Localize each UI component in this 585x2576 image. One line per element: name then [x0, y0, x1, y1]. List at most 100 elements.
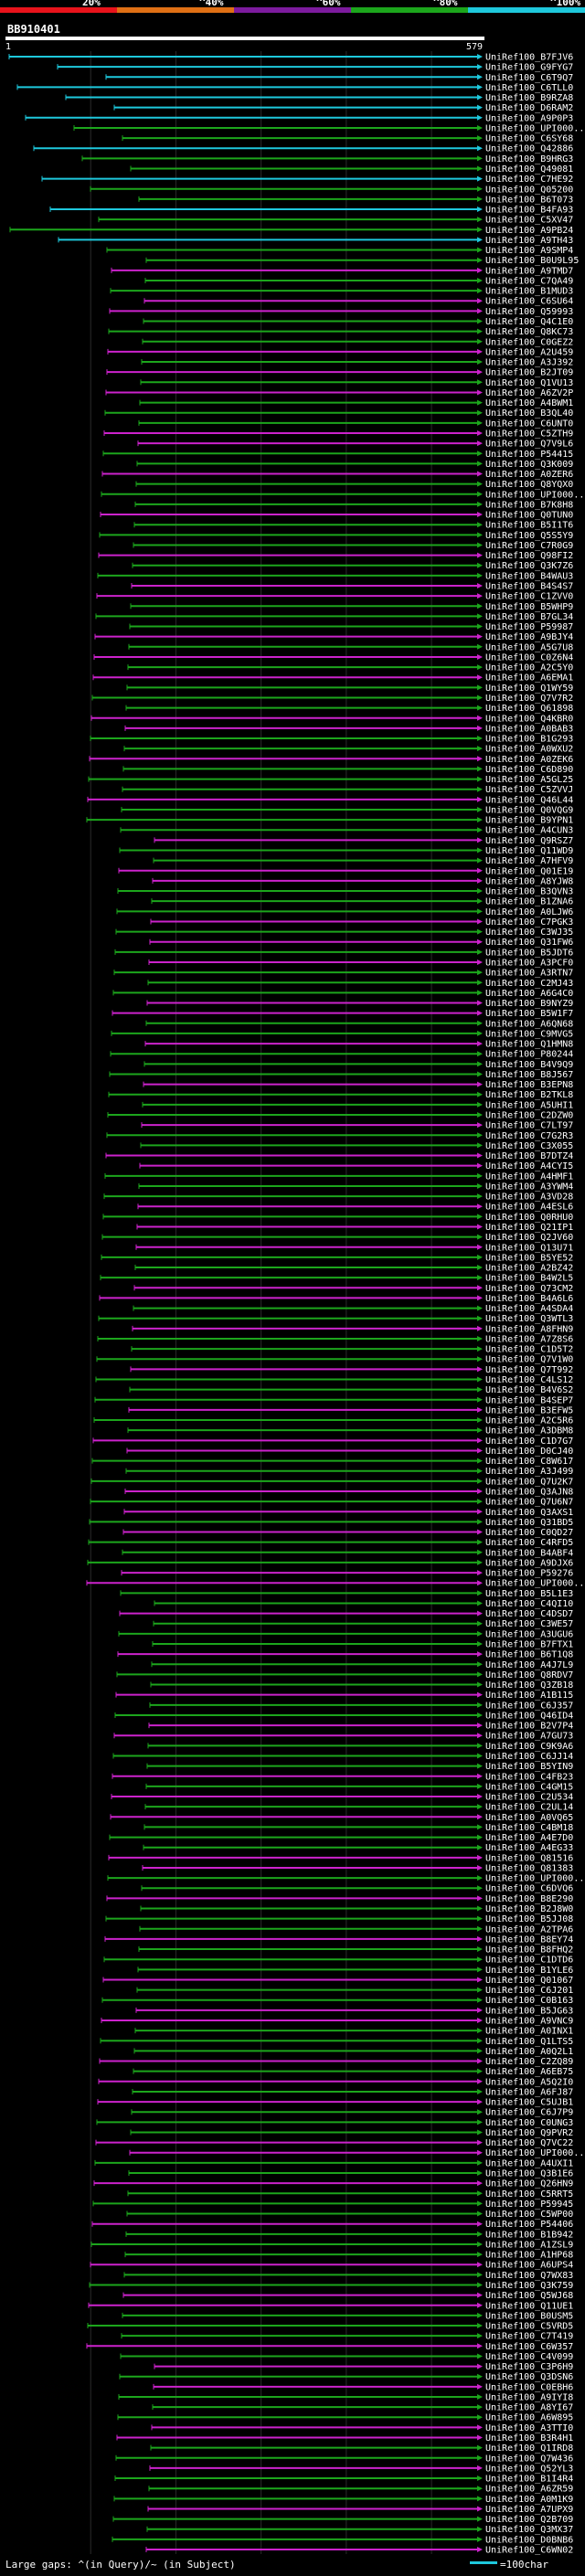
hit-label[interactable]: UniRef100_B5YE52 [485, 1253, 573, 1263]
hit-label[interactable]: UniRef100_A4ESL6 [485, 1203, 573, 1213]
hit-label[interactable]: UniRef100_Q7T992 [485, 1365, 573, 1375]
hit-label[interactable]: UniRef100_B4V9Q9 [485, 1060, 573, 1070]
hit-label[interactable]: UniRef100_Q8YQX0 [485, 480, 573, 490]
hit-label[interactable]: UniRef100_C3WE57 [485, 1619, 573, 1629]
hit-label[interactable]: UniRef100_B5I1T6 [485, 521, 573, 531]
hit-label[interactable]: UniRef100_A7Z8S6 [485, 1334, 573, 1344]
hit-label[interactable]: UniRef100_A8YJW8 [485, 876, 573, 886]
hit-label[interactable]: UniRef100_Q3MX37 [485, 2525, 573, 2535]
hit-label[interactable]: UniRef100_C4LS12 [485, 1375, 573, 1385]
hit-label[interactable]: UniRef100_B2J8W0 [485, 1904, 573, 1914]
hit-label[interactable]: UniRef100_B4SEP7 [485, 1395, 573, 1405]
hit-label[interactable]: UniRef100_C6SY68 [485, 134, 573, 144]
hit-label[interactable]: UniRef100_A6ZR59 [485, 2485, 573, 2495]
hit-label[interactable]: UniRef100_Q9PVR2 [485, 2128, 573, 2138]
hit-label[interactable]: UniRef100_B8E290 [485, 1894, 573, 1904]
hit-label[interactable]: UniRef100_Q05200 [485, 185, 573, 195]
hit-label[interactable]: UniRef100_A1HP68 [485, 2251, 573, 2261]
hit-label[interactable]: UniRef100_C7T419 [485, 2332, 573, 2342]
hit-label[interactable]: UniRef100_B0U9L95 [485, 256, 579, 266]
hit-label[interactable]: UniRef100_A6EMA1 [485, 673, 573, 684]
hit-label[interactable]: UniRef100_B9RZA8 [485, 93, 573, 103]
hit-label[interactable]: UniRef100_Q7V7R2 [485, 694, 573, 704]
hit-label[interactable]: UniRef100_Q4C1E0 [485, 317, 573, 327]
hit-label[interactable]: UniRef100_B1G293 [485, 735, 573, 745]
hit-label[interactable]: UniRef100_Q3DSN6 [485, 2372, 573, 2382]
hit-label[interactable]: UniRef100_P54406 [485, 2220, 573, 2230]
hit-label[interactable]: UniRef100_A9BJY4 [485, 632, 573, 642]
hit-label[interactable]: UniRef100_C6WN02 [485, 2546, 573, 2556]
hit-label[interactable]: UniRef100_B5WHP9 [485, 602, 573, 612]
hit-label[interactable]: UniRef100_B4WAU3 [485, 571, 573, 581]
hit-label[interactable]: UniRef100_C5ZTH9 [485, 429, 573, 439]
hit-label[interactable]: UniRef100_A2C5Y0 [485, 663, 573, 673]
hit-label[interactable]: UniRef100_B4ABF4 [485, 1548, 573, 1558]
hit-label[interactable]: UniRef100_A1ZSL9 [485, 2240, 573, 2250]
hit-label[interactable]: UniRef100_A3VD28 [485, 1193, 573, 1203]
hit-label[interactable]: UniRef100_A3TTI0 [485, 2423, 573, 2433]
hit-label[interactable]: UniRef100_B1ZNA6 [485, 897, 573, 907]
hit-label[interactable]: UniRef100_A3PCF0 [485, 958, 573, 968]
hit-label[interactable]: UniRef100_B3QL40 [485, 408, 573, 419]
hit-label[interactable]: UniRef100_C4QI10 [485, 1599, 573, 1609]
hit-label[interactable]: UniRef100_B7DTZ4 [485, 1151, 573, 1161]
hit-label[interactable]: UniRef100_Q0TUN0 [485, 511, 573, 521]
hit-label[interactable]: UniRef100_B5L1E3 [485, 1589, 573, 1599]
hit-label[interactable]: UniRef100_B3EPN8 [485, 1080, 573, 1090]
hit-label[interactable]: UniRef100_Q46L44 [485, 795, 573, 805]
hit-label[interactable]: UniRef100_C6SU64 [485, 297, 573, 307]
hit-label[interactable]: UniRef100_A8YI67 [485, 2403, 573, 2413]
hit-label[interactable]: UniRef100_C7G2R3 [485, 1131, 573, 1141]
hit-label[interactable]: UniRef100_A4J7L9 [485, 1660, 573, 1670]
hit-label[interactable]: UniRef100_B8FHQ2 [485, 1945, 573, 1956]
hit-label[interactable]: UniRef100_C0Z6N4 [485, 652, 573, 663]
hit-label[interactable]: UniRef100_Q7W436 [485, 2454, 573, 2464]
hit-label[interactable]: UniRef100_UPI000... [485, 123, 585, 133]
hit-label[interactable]: UniRef100_B2V7P4 [485, 1722, 573, 1732]
hit-label[interactable]: UniRef100_Q2B709 [485, 2515, 573, 2525]
hit-label[interactable]: UniRef100_Q9RSZ7 [485, 836, 573, 846]
hit-label[interactable]: UniRef100_A3UGU6 [485, 1629, 573, 1639]
hit-label[interactable]: UniRef100_Q3AJN8 [485, 1487, 573, 1497]
hit-label[interactable]: UniRef100_B0USM5 [485, 2311, 573, 2321]
hit-label[interactable]: UniRef100_C2MJ43 [485, 979, 573, 989]
hit-label[interactable]: UniRef100_B1YLE6 [485, 1966, 573, 1976]
hit-label[interactable]: UniRef100_A4CYI5 [485, 1161, 573, 1171]
hit-label[interactable]: UniRef100_C2U534 [485, 1793, 573, 1803]
hit-label[interactable]: UniRef100_B1MUD3 [485, 287, 573, 297]
hit-label[interactable]: UniRef100_A3DBM8 [485, 1426, 573, 1436]
hit-label[interactable]: UniRef100_Q5S5Y9 [485, 531, 573, 541]
hit-label[interactable]: UniRef100_Q7U2K7 [485, 1477, 573, 1487]
hit-label[interactable]: UniRef100_A9TH43 [485, 236, 573, 246]
hit-label[interactable]: UniRef100_A2C5R6 [485, 1416, 573, 1426]
hit-label[interactable]: UniRef100_C5WP00 [485, 2210, 573, 2220]
hit-label[interactable]: UniRef100_UPI000... [485, 1579, 585, 1589]
hit-label[interactable]: UniRef100_C3X055 [485, 1141, 573, 1151]
hit-label[interactable]: UniRef100_Q3ZB18 [485, 1680, 573, 1691]
hit-label[interactable]: UniRef100_Q11WD9 [485, 846, 573, 856]
hit-label[interactable]: UniRef100_A3J392 [485, 358, 573, 368]
hit-label[interactable]: UniRef100_Q59993 [485, 307, 573, 317]
hit-label[interactable]: UniRef100_A5GL25 [485, 775, 573, 785]
hit-label[interactable]: UniRef100_B1B942 [485, 2230, 573, 2240]
hit-label[interactable]: UniRef100_A6QN68 [485, 1019, 573, 1029]
hit-label[interactable]: UniRef100_Q3AXS1 [485, 1508, 573, 1518]
hit-label[interactable]: UniRef100_Q11UE1 [485, 2301, 573, 2311]
hit-label[interactable]: UniRef100_B9HRG3 [485, 154, 573, 164]
hit-label[interactable]: UniRef100_A9P0P3 [485, 113, 573, 123]
hit-label[interactable]: UniRef100_C6UNT0 [485, 419, 573, 429]
hit-label[interactable]: UniRef100_Q46ID4 [485, 1711, 573, 1721]
hit-label[interactable]: UniRef100_C6J357 [485, 1701, 573, 1711]
hit-label[interactable]: UniRef100_Q61898 [485, 704, 573, 714]
hit-label[interactable]: UniRef100_C6J7P9 [485, 2108, 573, 2118]
hit-label[interactable]: UniRef100_UPI000... [485, 490, 585, 500]
hit-label[interactable]: UniRef100_Q7U6N7 [485, 1498, 573, 1508]
hit-label[interactable]: UniRef100_A0LJW6 [485, 907, 573, 917]
hit-label[interactable]: UniRef100_C2ZQ89 [485, 2057, 573, 2067]
hit-label[interactable]: UniRef100_B4A6L6 [485, 1294, 573, 1304]
hit-label[interactable]: UniRef100_Q7VC22 [485, 2138, 573, 2148]
hit-label[interactable]: UniRef100_B5W1F7 [485, 1009, 573, 1019]
hit-label[interactable]: UniRef100_C5RRT5 [485, 2189, 573, 2200]
hit-label[interactable]: UniRef100_C7R0G9 [485, 541, 573, 551]
hit-label[interactable]: UniRef100_Q3WTL3 [485, 1314, 573, 1324]
